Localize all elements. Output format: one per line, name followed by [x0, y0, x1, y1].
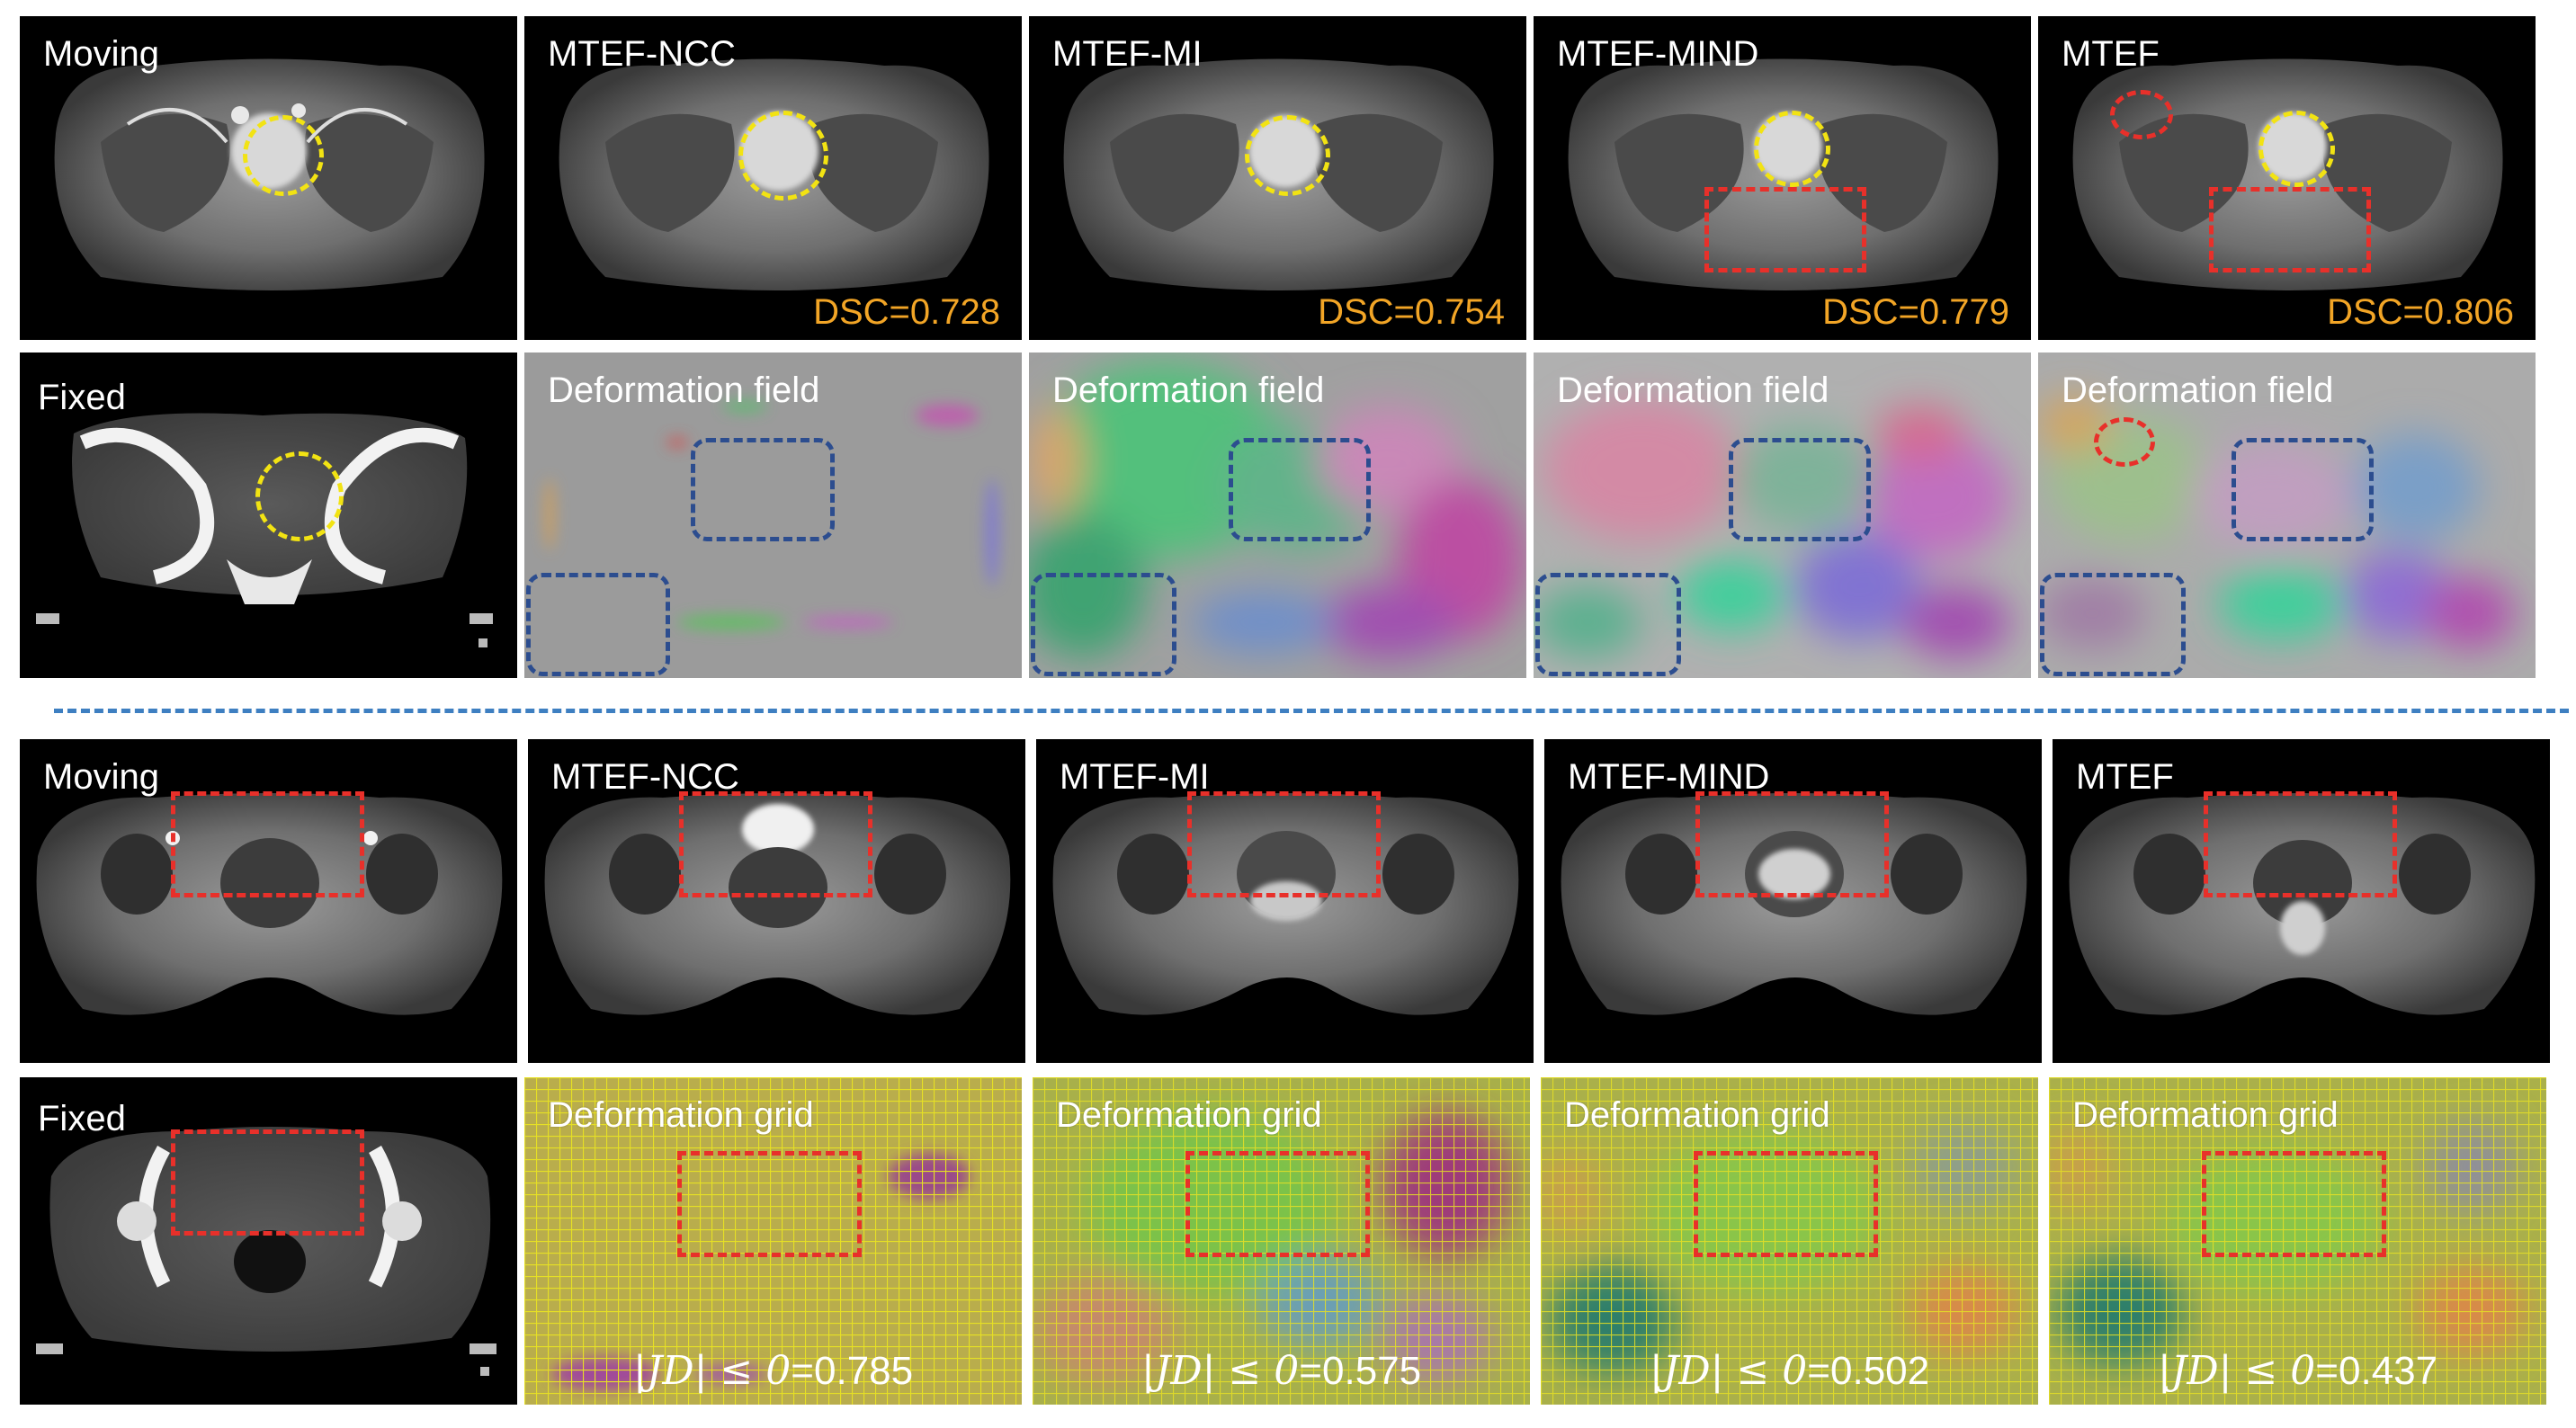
roi-red-box [1187, 791, 1381, 897]
panel-label: Deformation field [1052, 370, 1325, 410]
panel-label: MTEF-MI [1060, 757, 1210, 797]
panel-label: Deformation grid [1056, 1095, 1322, 1135]
panel-label: Deformation grid [1564, 1095, 1830, 1135]
roi-red-ellipse [2110, 90, 2173, 139]
roi-blue-box [1729, 438, 1871, 541]
panel-label: MTEF-MI [1052, 34, 1203, 74]
panel-label: MTEF-MIND [1557, 34, 1759, 74]
panel-label: Fixed [38, 378, 126, 417]
panel-label: Deformation field [1557, 370, 1829, 410]
panel-s1-ncc-field: Deformation field [524, 353, 1022, 678]
panel-label: Deformation field [2062, 370, 2334, 410]
jacobian-metric: |JD| ≤ 0=0.785 [524, 1348, 1022, 1394]
jacobian-metric: |JD| ≤ 0=0.575 [1033, 1348, 1530, 1394]
mr-slice-image [2038, 16, 2536, 340]
panel-label: MTEF-NCC [548, 34, 736, 74]
jacobian-formula: |JD| ≤ 0 [1140, 1348, 1300, 1394]
roi-yellow-ellipse [1754, 111, 1830, 187]
jacobian-formula: |JD| ≤ 0 [2157, 1348, 2316, 1394]
roi-yellow-ellipse [1245, 115, 1330, 196]
jacobian-formula: |JD| ≤ 0 [1649, 1348, 1808, 1394]
panel-s1-moving: Moving [20, 16, 517, 340]
panel-label: Deformation grid [2072, 1095, 2339, 1135]
roi-yellow-ellipse [738, 111, 828, 201]
roi-red-box [2209, 187, 2371, 272]
panel-s2-fixed: Fixed [20, 1077, 517, 1405]
mr-slice-image [528, 739, 1025, 1063]
dsc-score: DSC=0.754 [1318, 292, 1505, 332]
jacobian-formula: |JD| ≤ 0 [632, 1348, 792, 1394]
roi-red-box [1695, 791, 1889, 897]
jacobian-metric: |JD| ≤ 0=0.502 [1541, 1348, 2038, 1394]
panel-s2-moving: Moving [20, 739, 517, 1063]
panel-s2-mtef-warped: MTEF [2053, 739, 2550, 1063]
deformation-field-image [524, 353, 1022, 678]
panel-s2-mi-grid: Deformation grid |JD| ≤ 0=0.575 [1033, 1077, 1530, 1405]
roi-red-box [171, 791, 364, 897]
panel-s1-mtef-field: Deformation field [2038, 353, 2536, 678]
roi-blue-box [2232, 438, 2374, 541]
roi-yellow-ellipse [243, 115, 324, 196]
dsc-score: DSC=0.806 [2327, 292, 2514, 332]
dsc-score: DSC=0.779 [1822, 292, 2009, 332]
roi-red-box [2204, 791, 2397, 897]
roi-red-box [1185, 1151, 1370, 1257]
panel-label: MTEF [2076, 757, 2174, 797]
deformation-grid-image [2049, 1077, 2546, 1405]
panel-s1-ncc-warped: MTEF-NCC DSC=0.728 [524, 16, 1022, 340]
deformation-field-image [1029, 353, 1526, 678]
roi-red-box [679, 791, 872, 897]
panel-s1-mind-warped: MTEF-MIND DSC=0.779 [1534, 16, 2031, 340]
roi-blue-box [1229, 438, 1371, 541]
roi-blue-box [691, 438, 835, 541]
panel-label: MTEF-NCC [551, 757, 739, 797]
panel-s2-ncc-grid: Deformation grid |JD| ≤ 0=0.785 [524, 1077, 1022, 1405]
panel-label: Moving [43, 34, 159, 74]
panel-label: Fixed [38, 1099, 126, 1138]
panel-s1-mind-field: Deformation field [1534, 353, 2031, 678]
panel-s1-fixed: Fixed [20, 353, 517, 678]
jacobian-value: =0.785 [791, 1349, 914, 1393]
roi-red-box [2202, 1151, 2386, 1257]
panel-s2-ncc-warped: MTEF-NCC [528, 739, 1025, 1063]
panel-label: MTEF [2062, 34, 2160, 74]
panel-s2-mi-warped: MTEF-MI [1036, 739, 1534, 1063]
deformation-field-image [1534, 353, 2031, 678]
panel-s1-mi-field: Deformation field [1029, 353, 1526, 678]
roi-red-box [1704, 187, 1866, 272]
roi-blue-box [1535, 573, 1681, 676]
mr-slice-image [1036, 739, 1534, 1063]
jacobian-value: =0.437 [2315, 1349, 2438, 1393]
deformation-grid-image [524, 1077, 1022, 1405]
roi-red-box [171, 1129, 364, 1236]
panel-label: Moving [43, 757, 159, 797]
panel-s1-mtef-warped: MTEF DSC=0.806 [2038, 16, 2536, 340]
panel-label: MTEF-MIND [1568, 757, 1770, 797]
panel-label: Deformation grid [548, 1095, 814, 1135]
roi-yellow-ellipse [2258, 111, 2335, 187]
mr-slice-image [1544, 739, 2042, 1063]
panel-s2-mind-warped: MTEF-MIND [1544, 739, 2042, 1063]
deformation-grid-image [1033, 1077, 1530, 1405]
deformation-field-image [2038, 353, 2536, 678]
jacobian-value: =0.575 [1299, 1349, 1422, 1393]
roi-yellow-ellipse [255, 451, 344, 541]
roi-red-box [677, 1151, 862, 1257]
roi-blue-box [2040, 573, 2186, 676]
jacobian-value: =0.502 [1807, 1349, 1930, 1393]
dsc-score: DSC=0.728 [813, 292, 1000, 332]
section-divider [54, 709, 2569, 713]
roi-red-box [1694, 1151, 1878, 1257]
panel-s1-mi-warped: MTEF-MI DSC=0.754 [1029, 16, 1526, 340]
roi-blue-box [1031, 573, 1176, 676]
panel-s2-mtef-grid: Deformation grid |JD| ≤ 0=0.437 [2049, 1077, 2546, 1405]
panel-s2-mind-grid: Deformation grid |JD| ≤ 0=0.502 [1541, 1077, 2038, 1405]
roi-blue-box [526, 573, 670, 676]
roi-red-ellipse [2094, 417, 2155, 467]
panel-label: Deformation field [548, 370, 820, 410]
jacobian-metric: |JD| ≤ 0=0.437 [2049, 1348, 2546, 1394]
